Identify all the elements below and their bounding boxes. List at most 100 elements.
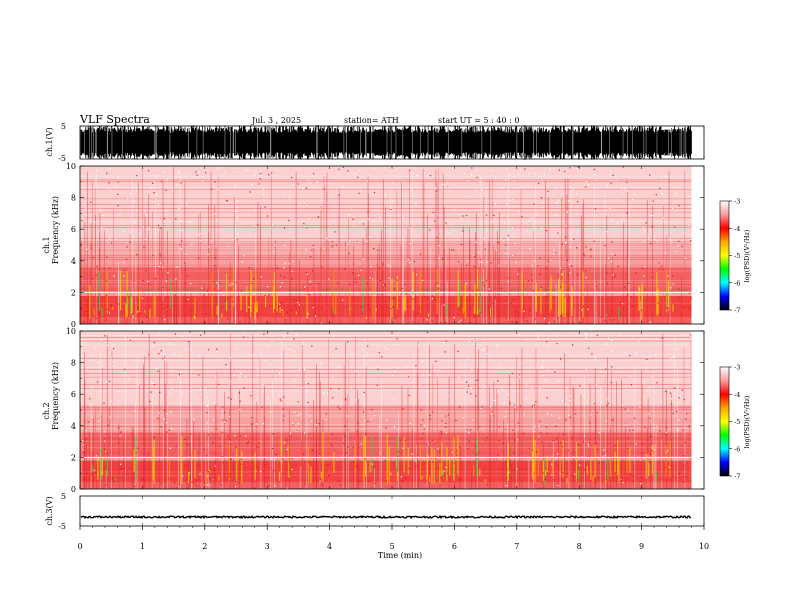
- spectrogram-speckle: [219, 445, 221, 447]
- spectrogram-speckle: [282, 458, 284, 460]
- spectrogram-speckle: [133, 236, 135, 238]
- spectrogram-speckle: [251, 184, 253, 186]
- spectrogram-speckle: [433, 220, 436, 222]
- spectrogram-speckle: [542, 375, 544, 377]
- spectrogram-speckle: [150, 346, 152, 348]
- spectrogram-speckle: [319, 208, 322, 210]
- spectrogram-speckle: [408, 262, 411, 264]
- spectrogram-speckle: [305, 226, 307, 228]
- spectrogram-speckle: [367, 218, 369, 220]
- spectrogram-speckle: [131, 189, 134, 191]
- spectrogram-speckle: [615, 463, 617, 465]
- spectrogram-speckle: [313, 473, 315, 475]
- spectrogram-speckle: [283, 276, 286, 278]
- spectrogram-speckle: [462, 215, 464, 217]
- spectrogram-speckle: [445, 222, 447, 224]
- spectrogram-speckle: [250, 395, 252, 397]
- spectrogram-speckle: [217, 188, 219, 190]
- spectrogram-speckle: [565, 242, 567, 244]
- spectrogram-speckle: [405, 293, 407, 295]
- spectrogram-speckle: [435, 458, 437, 460]
- spectrogram-speckle: [503, 401, 506, 404]
- spectrogram-speckle: [547, 413, 549, 415]
- spectrogram-speckle: [83, 203, 86, 205]
- spectrogram-speckle: [305, 271, 308, 273]
- x-tick-label: 1: [140, 542, 145, 551]
- spectrogram-speckle: [669, 238, 671, 241]
- spectrogram-speckle: [408, 467, 410, 470]
- spectrogram-speckle: [419, 383, 421, 385]
- spectrogram-speckle: [351, 207, 353, 209]
- spectrogram-speckle: [677, 428, 679, 430]
- spectrogram-speckle: [595, 355, 597, 357]
- colorbar-tick-label: -6: [734, 279, 740, 287]
- spectrogram-speckle: [610, 182, 612, 184]
- spectrogram-speckle: [665, 307, 668, 309]
- spectrogram-speckle: [544, 478, 546, 481]
- spectrogram-speckle: [564, 236, 567, 238]
- spectrogram-speckle: [321, 484, 323, 486]
- spectrogram-speckle: [470, 174, 472, 176]
- spectrogram-speckle: [167, 272, 169, 274]
- spectrogram-speckle: [553, 335, 555, 337]
- spectrogram-speckle: [651, 450, 653, 452]
- ch1-waveform-trace: [80, 125, 692, 160]
- spectrogram-speckle: [304, 483, 306, 485]
- spectrogram-speckle: [514, 242, 516, 244]
- spectrogram-speckle: [561, 243, 564, 245]
- spectrogram-speckle: [524, 168, 526, 170]
- spectrogram-speckle: [554, 371, 556, 373]
- spectrogram-speckle: [541, 366, 543, 368]
- spectrogram-speckle: [137, 307, 139, 309]
- spectrogram-speckle: [251, 354, 253, 356]
- spectrogram-speckle: [126, 258, 128, 261]
- spectrogram-speckle: [169, 381, 171, 383]
- spectrogram-speckle: [612, 253, 614, 255]
- spectrogram-speckle: [629, 429, 631, 431]
- spectrogram-speckle: [208, 349, 210, 351]
- spectrogram-speckle: [627, 308, 629, 310]
- spectrogram-speckle: [187, 298, 189, 301]
- spectrogram-speckle: [677, 245, 679, 247]
- spectrogram-speckle: [660, 180, 663, 182]
- spectrogram-speckle: [679, 395, 681, 397]
- spectrogram-speckle: [435, 299, 437, 301]
- spectrogram-speckle: [179, 244, 181, 246]
- spectrogram-speckle: [458, 406, 461, 408]
- spectrogram-speckle: [490, 170, 492, 172]
- spectrogram-speckle: [429, 476, 431, 478]
- spectrogram-speckle: [519, 376, 521, 378]
- spectrogram-speckle: [681, 429, 684, 431]
- spectrogram-speckle: [635, 443, 637, 445]
- spectrogram-speckle: [153, 192, 155, 194]
- spectrogram-speckle: [431, 457, 433, 459]
- spectrogram-speckle: [97, 335, 100, 337]
- spectrogram-speckle: [372, 193, 374, 196]
- spectrogram-speckle: [254, 293, 256, 295]
- spectrogram-speckle: [470, 429, 472, 431]
- spectrogram-speckle: [511, 321, 513, 323]
- spectrogram-speckle: [283, 396, 285, 398]
- spectrogram-speckle: [651, 376, 653, 378]
- spectrogram-speckle: [566, 387, 568, 389]
- spectrogram-speckle: [363, 391, 365, 393]
- spectrogram-speckle: [155, 193, 157, 195]
- spectrogram-speckle: [352, 218, 354, 220]
- spectrogram-speckle: [384, 460, 386, 462]
- spectrogram-speckle: [486, 353, 488, 355]
- x-tick-label: 6: [452, 542, 457, 551]
- spectrogram-speckle: [290, 196, 292, 198]
- spectrogram-speckle: [85, 430, 87, 432]
- spectrogram-speckle: [236, 206, 239, 209]
- spectrogram-speckle: [481, 261, 483, 263]
- spectrogram-speckle: [297, 401, 299, 403]
- spectrogram-speckle: [326, 237, 328, 239]
- spectrogram-speckle: [275, 453, 277, 456]
- spectrogram-speckle: [206, 290, 208, 292]
- spectrogram-speckle: [264, 206, 266, 208]
- spectrogram-speckle: [277, 306, 279, 309]
- spectrogram-speckle: [520, 169, 522, 171]
- spectrogram-speckle: [308, 461, 310, 463]
- spectrogram-speckle: [124, 336, 126, 338]
- spectrogram-speckle: [176, 184, 178, 186]
